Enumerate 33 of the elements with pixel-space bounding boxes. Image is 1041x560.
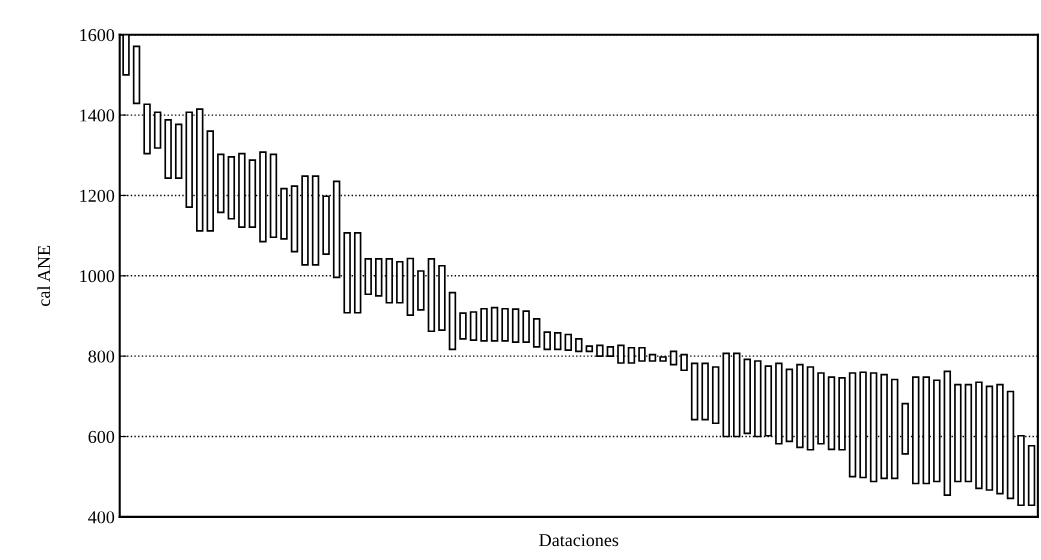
bar [554, 332, 562, 351]
bar [743, 358, 751, 435]
x-axis-title: Dataciones [539, 534, 619, 547]
bar [564, 333, 572, 351]
bar [164, 119, 172, 179]
bar [701, 362, 709, 421]
bar [469, 311, 478, 341]
bar [585, 345, 594, 353]
y-tick-label: 600 [88, 430, 115, 443]
bar [132, 45, 141, 105]
bar [996, 383, 1004, 495]
bar [711, 366, 720, 425]
bar [174, 123, 183, 179]
bar [575, 338, 583, 353]
bar [501, 307, 509, 342]
bar [690, 362, 699, 421]
bar [1027, 444, 1036, 507]
y-axis-title: cal ANE [37, 245, 51, 306]
bar [617, 344, 625, 364]
y-tick-label: 400 [88, 511, 115, 524]
bar [511, 308, 520, 343]
y-tick-label: 800 [88, 350, 115, 363]
bar [522, 310, 530, 343]
bar [459, 312, 467, 340]
y-tick-label: 1400 [80, 109, 115, 122]
bar [490, 306, 499, 342]
y-tick-label: 1600 [80, 28, 115, 42]
y-tick-label: 1200 [80, 189, 115, 202]
bar [448, 291, 457, 351]
bar [480, 307, 488, 342]
y-tick-label: 1000 [80, 270, 115, 283]
bar [543, 331, 551, 351]
bar [532, 317, 541, 348]
